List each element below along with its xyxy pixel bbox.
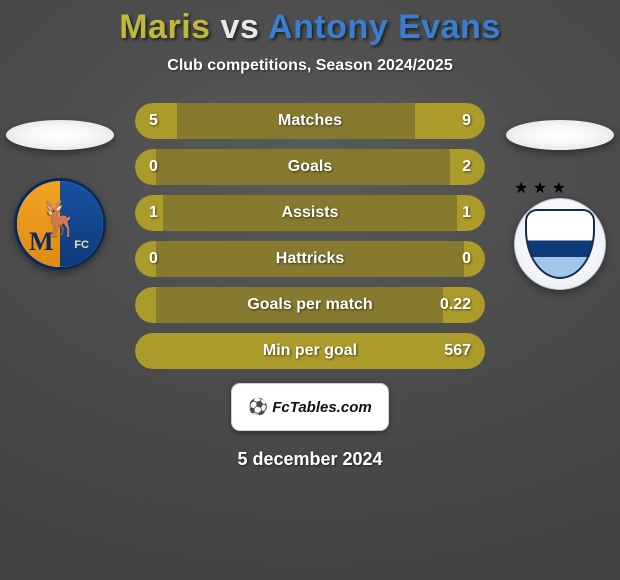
stat-label: Assists [282, 204, 339, 222]
stat-row: 0 Hattricks 0 [135, 241, 485, 277]
stat-row: 1 Assists 1 [135, 195, 485, 231]
stat-left-value: 1 [149, 204, 158, 222]
club-badge-mansfield: 🦌 M FC [14, 178, 106, 270]
player-a-name: Maris [119, 8, 210, 46]
stat-label: Min per goal [263, 342, 357, 360]
stat-left-value: 0 [149, 158, 158, 176]
comparison-chart: 5 Matches 9 0 Goals 2 1 Assists 1 0 Hattricks 0 Goal… [135, 103, 485, 369]
stat-left-value: 5 [149, 112, 158, 130]
stat-label: Hattricks [276, 250, 344, 268]
stat-row: Min per goal 567 [135, 333, 485, 369]
stat-right-value: 567 [444, 342, 471, 360]
stat-left-value: 0 [149, 250, 158, 268]
player-b-name: Antony Evans [268, 8, 501, 46]
fctables-logo: ⚽ FcTables.com [231, 383, 389, 431]
stat-row: 0 Goals 2 [135, 149, 485, 185]
badge-letter: M [29, 227, 54, 257]
club-badge-huddersfield [514, 198, 606, 290]
stars-icon: ★ ★ ★ [514, 178, 606, 198]
player-a-column: 🦌 M FC [6, 120, 114, 270]
player-b-silhouette [506, 120, 614, 150]
stat-row: 5 Matches 9 [135, 103, 485, 139]
stat-right-value: 9 [462, 112, 471, 130]
page-title: Maris vs Antony Evans [119, 8, 501, 47]
date-label: 5 december 2024 [237, 449, 382, 470]
player-a-silhouette [6, 120, 114, 150]
stat-label: Goals per match [247, 296, 372, 314]
stat-right-value: 2 [462, 158, 471, 176]
stat-right-value: 0.22 [440, 296, 471, 314]
player-b-column: ★ ★ ★ [506, 120, 614, 290]
stat-label: Goals [288, 158, 332, 176]
vs-text: vs [221, 8, 260, 46]
stat-right-value: 1 [462, 204, 471, 222]
stat-right-value: 0 [462, 250, 471, 268]
stat-label: Matches [278, 112, 342, 130]
stat-row: Goals per match 0.22 [135, 287, 485, 323]
brand-text: FcTables.com [272, 399, 371, 416]
soccer-ball-icon: ⚽ [248, 397, 268, 417]
badge-suffix: FC [74, 239, 89, 251]
subtitle: Club competitions, Season 2024/2025 [167, 57, 452, 75]
